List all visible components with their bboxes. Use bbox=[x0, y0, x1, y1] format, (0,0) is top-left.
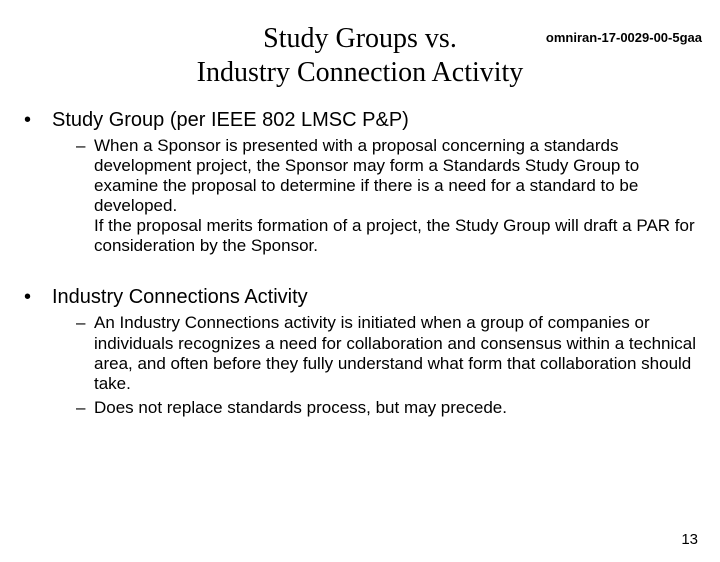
section-1-heading-text: Study Group (per IEEE 802 LMSC P&P) bbox=[52, 109, 409, 132]
slide-content: • Study Group (per IEEE 802 LMSC P&P) – … bbox=[0, 109, 720, 418]
section-1-item-text: When a Sponsor is presented with a propo… bbox=[94, 136, 696, 256]
title-line-2: Industry Connection Activity bbox=[197, 57, 524, 88]
document-id: omniran-17-0029-00-5gaa bbox=[546, 30, 702, 45]
bullet-marker: • bbox=[24, 286, 52, 309]
title-line-1: Study Groups vs. bbox=[263, 23, 457, 54]
dash-marker: – bbox=[76, 398, 94, 418]
section-2-item: – Does not replace standards process, bu… bbox=[76, 398, 696, 418]
dash-marker: – bbox=[76, 136, 94, 256]
section-2-item: – An Industry Connections activity is in… bbox=[76, 313, 696, 393]
section-1-item: – When a Sponsor is presented with a pro… bbox=[76, 136, 696, 256]
dash-marker: – bbox=[76, 313, 94, 393]
section-2-heading-text: Industry Connections Activity bbox=[52, 286, 308, 309]
section-2-item-text: Does not replace standards process, but … bbox=[94, 398, 507, 418]
section-2-heading: • Industry Connections Activity bbox=[24, 286, 696, 309]
section-2-item-text: An Industry Connections activity is init… bbox=[94, 313, 696, 393]
section-1-heading: • Study Group (per IEEE 802 LMSC P&P) bbox=[24, 109, 696, 132]
bullet-marker: • bbox=[24, 109, 52, 132]
